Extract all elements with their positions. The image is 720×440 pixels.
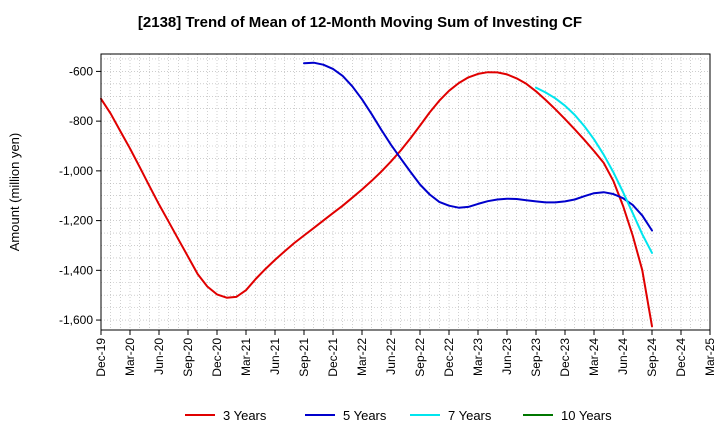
x-tick-label: Mar-20	[123, 338, 137, 376]
x-tick-label: Sep-23	[529, 338, 543, 377]
x-tick-label: Dec-20	[210, 338, 224, 377]
legend-label: 10 Years	[561, 408, 612, 423]
legend-label: 7 Years	[448, 408, 492, 423]
x-tick-label: Sep-20	[181, 338, 195, 377]
x-tick-label: Sep-24	[645, 338, 659, 377]
x-tick-label: Dec-19	[94, 338, 108, 377]
chart-title: [2138] Trend of Mean of 12-Month Moving …	[137, 14, 583, 31]
x-tick-label: Dec-22	[442, 338, 456, 377]
legend-label: 5 Years	[343, 408, 387, 423]
x-tick-label: Jun-21	[268, 338, 282, 375]
x-tick-label: Sep-21	[297, 338, 311, 377]
y-axis-label: Amount (million yen)	[7, 133, 22, 252]
y-tick-label: -800	[69, 114, 93, 128]
x-tick-label: Mar-22	[355, 338, 369, 376]
x-tick-label: Mar-25	[703, 338, 717, 376]
y-tick-label: -1,400	[59, 263, 93, 277]
x-tick-label: Sep-22	[413, 338, 427, 377]
series-lines	[100, 61, 653, 328]
y-tick-label: -1,000	[59, 164, 93, 178]
y-tick-label: -1,600	[59, 313, 93, 327]
plot-area	[101, 54, 710, 330]
series-line-3-years	[100, 71, 653, 328]
x-tick-label: Dec-23	[558, 338, 572, 377]
x-tick-label: Jun-20	[152, 338, 166, 375]
x-tick-label: Jun-23	[500, 338, 514, 375]
x-tick-label: Jun-22	[384, 338, 398, 375]
plot-frame	[100, 53, 711, 331]
series-line-7-years	[535, 86, 653, 254]
legend-label: 3 Years	[223, 408, 267, 423]
y-tick-label: -600	[69, 64, 93, 78]
y-tick-label: -1,200	[59, 214, 93, 228]
series-line-5-years	[303, 61, 653, 232]
x-tick-label: Dec-24	[674, 338, 688, 377]
x-tick-label: Jun-24	[616, 338, 630, 375]
x-tick-label: Mar-23	[471, 338, 485, 376]
x-tick-label: Mar-21	[239, 338, 253, 376]
legend: 3 Years 5 Years 7 Years 10 Years	[185, 408, 612, 423]
x-tick-label: Mar-24	[587, 338, 601, 376]
x-tick-label: Dec-21	[326, 338, 340, 377]
